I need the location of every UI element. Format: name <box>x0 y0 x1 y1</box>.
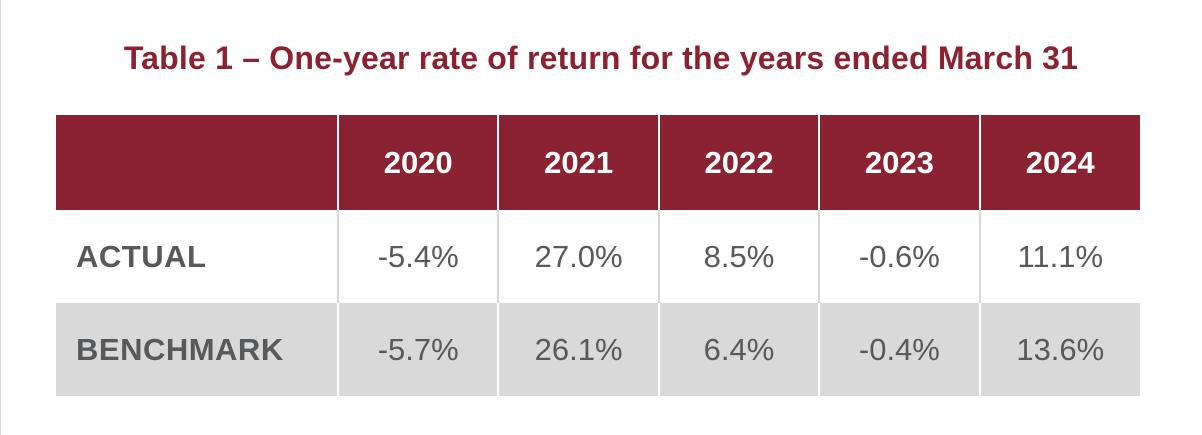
table-cell: -0.4% <box>818 303 980 396</box>
table-cell: 6.4% <box>657 303 820 396</box>
table-cell: -5.4% <box>336 210 499 303</box>
row-label: BENCHMARK <box>76 331 284 367</box>
column-header: 2021 <box>497 115 659 210</box>
returns-table: 2020 2021 2022 2023 2024 ACTUAL -5.4% 27… <box>56 115 1140 396</box>
header-corner-cell <box>56 115 338 210</box>
table-title: Table 1 – One-year rate of return for th… <box>123 40 1079 76</box>
returns-table-container: 2020 2021 2022 2023 2024 ACTUAL -5.4% 27… <box>56 115 1140 396</box>
table-row-benchmark: BENCHMARK -5.7% 26.1% 6.4% -0.4% 13.6% <box>56 303 1140 396</box>
page-left-rule <box>0 0 1 435</box>
table-cell: -0.6% <box>818 210 980 303</box>
table-row-actual: ACTUAL -5.4% 27.0% 8.5% -0.6% 11.1% <box>56 210 1140 303</box>
column-header: 2023 <box>818 115 980 210</box>
row-label: ACTUAL <box>76 238 207 274</box>
table-cell: 27.0% <box>497 210 659 303</box>
header-row: 2020 2021 2022 2023 2024 <box>56 115 1140 210</box>
table-cell: 26.1% <box>497 303 659 396</box>
column-header: 2024 <box>978 115 1140 210</box>
column-header: 2022 <box>657 115 820 210</box>
table-cell: 11.1% <box>978 210 1140 303</box>
table-cell: 8.5% <box>657 210 820 303</box>
column-header: 2020 <box>336 115 499 210</box>
table-cell: 13.6% <box>978 303 1140 396</box>
table-cell: -5.7% <box>336 303 499 396</box>
